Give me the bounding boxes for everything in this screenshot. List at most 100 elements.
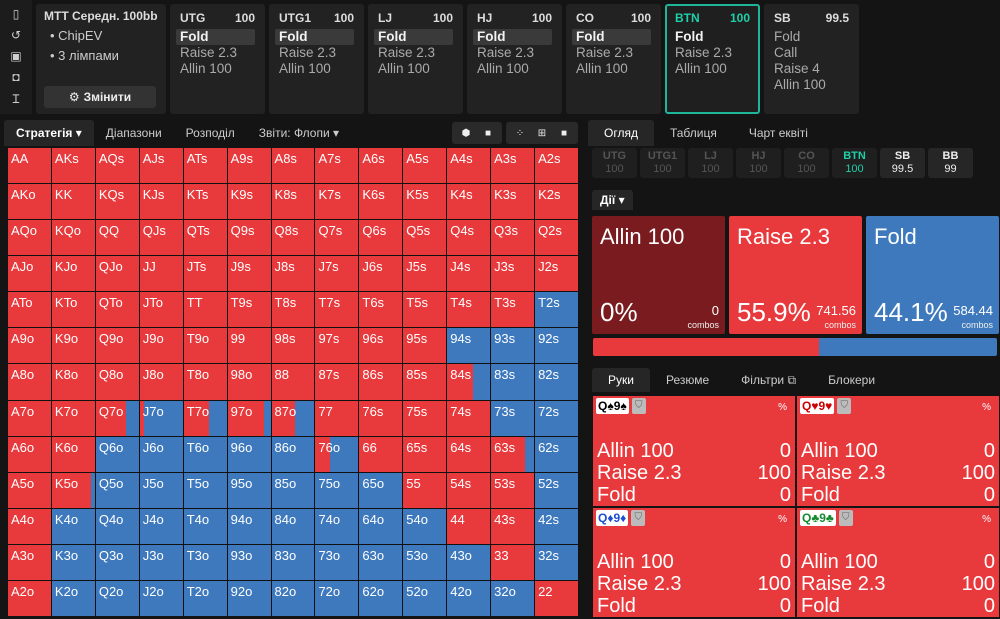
hand-cell[interactable]: ATo (8, 292, 51, 328)
hand-cell[interactable]: 77 (315, 400, 359, 436)
hand-cell[interactable]: 74o (315, 508, 359, 544)
combo-card[interactable]: Q♦9♦ ⛉% Allin 100 0 Raise 2.3 100 Fold 0 (593, 507, 795, 617)
position-card-lj[interactable]: LJ 100 Fold Raise 2.3 Allin 100 (368, 4, 463, 114)
hand-cell[interactable]: Q2o (95, 580, 139, 616)
hand-cell[interactable]: 64o (359, 508, 403, 544)
hand-cell[interactable]: KJo (51, 256, 95, 292)
position-card-utg[interactable]: UTG 100 Fold Raise 2.3 Allin 100 (170, 4, 265, 114)
hand-cell[interactable]: 43s (491, 508, 535, 544)
hand-cell[interactable]: 84s (447, 364, 491, 400)
position-action[interactable]: Allin 100 (378, 61, 430, 76)
position-action[interactable]: Allin 100 (279, 61, 331, 76)
hand-cell[interactable]: 63s (491, 436, 535, 472)
hand-cell[interactable]: J4s (447, 256, 491, 292)
hand-cell[interactable]: J9o (139, 328, 183, 364)
hand-cell[interactable]: 93s (491, 328, 535, 364)
hand-cell[interactable]: K4o (51, 508, 95, 544)
position-action[interactable]: Fold (473, 29, 552, 45)
action-box[interactable]: Fold 44.1% 584.44 combos (866, 216, 999, 334)
seat-btn[interactable]: BTN 100 (832, 148, 877, 178)
hand-cell[interactable]: A7s (315, 148, 359, 184)
hand-cell[interactable]: 66 (359, 436, 403, 472)
hand-cell[interactable]: Q3o (95, 544, 139, 580)
hand-cell[interactable]: 73o (315, 544, 359, 580)
hand-cell[interactable]: 85s (403, 364, 447, 400)
hand-cell[interactable]: A6o (8, 436, 51, 472)
hand-cell[interactable]: 99 (227, 328, 271, 364)
hand-cell[interactable]: T8o (183, 364, 227, 400)
hand-cell[interactable]: 84o (271, 508, 315, 544)
hand-cell[interactable]: K6o (51, 436, 95, 472)
position-card-sb[interactable]: SB 99.5 Fold Call Raise 4 Allin 100 (764, 4, 859, 114)
hand-cell[interactable]: 75s (403, 400, 447, 436)
hand-cell[interactable]: A2s (535, 148, 578, 184)
position-action[interactable]: Allin 100 (477, 61, 529, 76)
hand-cell[interactable]: Q5s (403, 220, 447, 256)
hand-cell[interactable]: 82s (535, 364, 578, 400)
hand-cell[interactable]: KTs (183, 184, 227, 220)
hand-cell[interactable]: J2o (139, 580, 183, 616)
text-format-icon[interactable]: Ɪ (12, 91, 20, 106)
hand-cell[interactable]: 88 (271, 364, 315, 400)
hand-cell[interactable]: 52s (535, 472, 578, 508)
position-action[interactable]: Allin 100 (180, 61, 232, 76)
square-icon[interactable]: ■ (484, 127, 492, 139)
hand-cell[interactable]: 62s (535, 436, 578, 472)
hand-cell[interactable]: K9s (227, 184, 271, 220)
hand-cell[interactable]: QQ (95, 220, 139, 256)
hand-cell[interactable]: K9o (51, 328, 95, 364)
hand-cell[interactable]: Q9s (227, 220, 271, 256)
hand-cell[interactable]: Q5o (95, 472, 139, 508)
position-action[interactable]: Raise 2.3 (279, 45, 337, 60)
hand-cell[interactable]: AKo (8, 184, 51, 220)
shield-icon[interactable]: ⛉ (631, 398, 646, 414)
hand-cell[interactable]: 22 (535, 580, 578, 616)
combo-card[interactable]: Q♠9♠ ⛉% Allin 100 0 Raise 2.3 100 Fold 0 (593, 396, 795, 506)
hand-cell[interactable]: A3o (8, 544, 51, 580)
hand-cell[interactable]: Q8o (95, 364, 139, 400)
hand-cell[interactable]: 76o (315, 436, 359, 472)
hand-cell[interactable]: KJs (139, 184, 183, 220)
hand-cell[interactable]: 72o (315, 580, 359, 616)
hand-cell[interactable]: 83s (491, 364, 535, 400)
seat-hj[interactable]: HJ 100 (736, 148, 781, 178)
hand-cell[interactable]: A3s (491, 148, 535, 184)
hand-cell[interactable]: QTo (95, 292, 139, 328)
hand-cell[interactable]: T4s (447, 292, 491, 328)
seat-utg[interactable]: UTG 100 (592, 148, 637, 178)
seat-sb[interactable]: SB 99.5 (880, 148, 925, 178)
position-card-co[interactable]: CO 100 Fold Raise 2.3 Allin 100 (566, 4, 661, 114)
hand-cell[interactable]: J6o (139, 436, 183, 472)
hand-cell[interactable]: K7o (51, 400, 95, 436)
hand-cell[interactable]: 32s (535, 544, 578, 580)
tab-summary[interactable]: Резюме (665, 373, 710, 387)
hand-cell[interactable]: T6s (359, 292, 403, 328)
hand-cell[interactable]: 92s (535, 328, 578, 364)
hand-cell[interactable]: K3o (51, 544, 95, 580)
hand-cell[interactable]: 62o (359, 580, 403, 616)
hand-cell[interactable]: QTs (183, 220, 227, 256)
hand-cell[interactable]: A9s (227, 148, 271, 184)
position-action[interactable]: Raise 2.3 (477, 45, 535, 60)
hand-cell[interactable]: TT (183, 292, 227, 328)
action-box[interactable]: Raise 2.3 55.9% 741.56 combos (729, 216, 862, 334)
position-action[interactable]: Raise 2.3 (576, 45, 634, 60)
hand-cell[interactable]: 83o (271, 544, 315, 580)
grid-medium-icon[interactable]: ⊞ (537, 127, 547, 139)
hand-cell[interactable]: J3s (491, 256, 535, 292)
hand-cell[interactable]: T9s (227, 292, 271, 328)
hand-cell[interactable]: AJo (8, 256, 51, 292)
hand-cell[interactable]: T2o (183, 580, 227, 616)
hand-cell[interactable]: AQo (8, 220, 51, 256)
tab-table[interactable]: Таблиця (669, 126, 717, 140)
position-action[interactable]: Raise 4 (774, 61, 820, 76)
hand-cell[interactable]: 54s (447, 472, 491, 508)
grid-large-icon[interactable]: ■ (560, 127, 568, 139)
hand-cell[interactable]: Q4s (447, 220, 491, 256)
hand-cell[interactable]: J5o (139, 472, 183, 508)
hand-cell[interactable]: T2s (535, 292, 578, 328)
hand-cell[interactable]: 85o (271, 472, 315, 508)
combo-card[interactable]: Q♣9♣ ⛉% Allin 100 0 Raise 2.3 100 Fold 0 (797, 507, 999, 617)
hand-cell[interactable]: J8s (271, 256, 315, 292)
hand-cell[interactable]: K6s (359, 184, 403, 220)
